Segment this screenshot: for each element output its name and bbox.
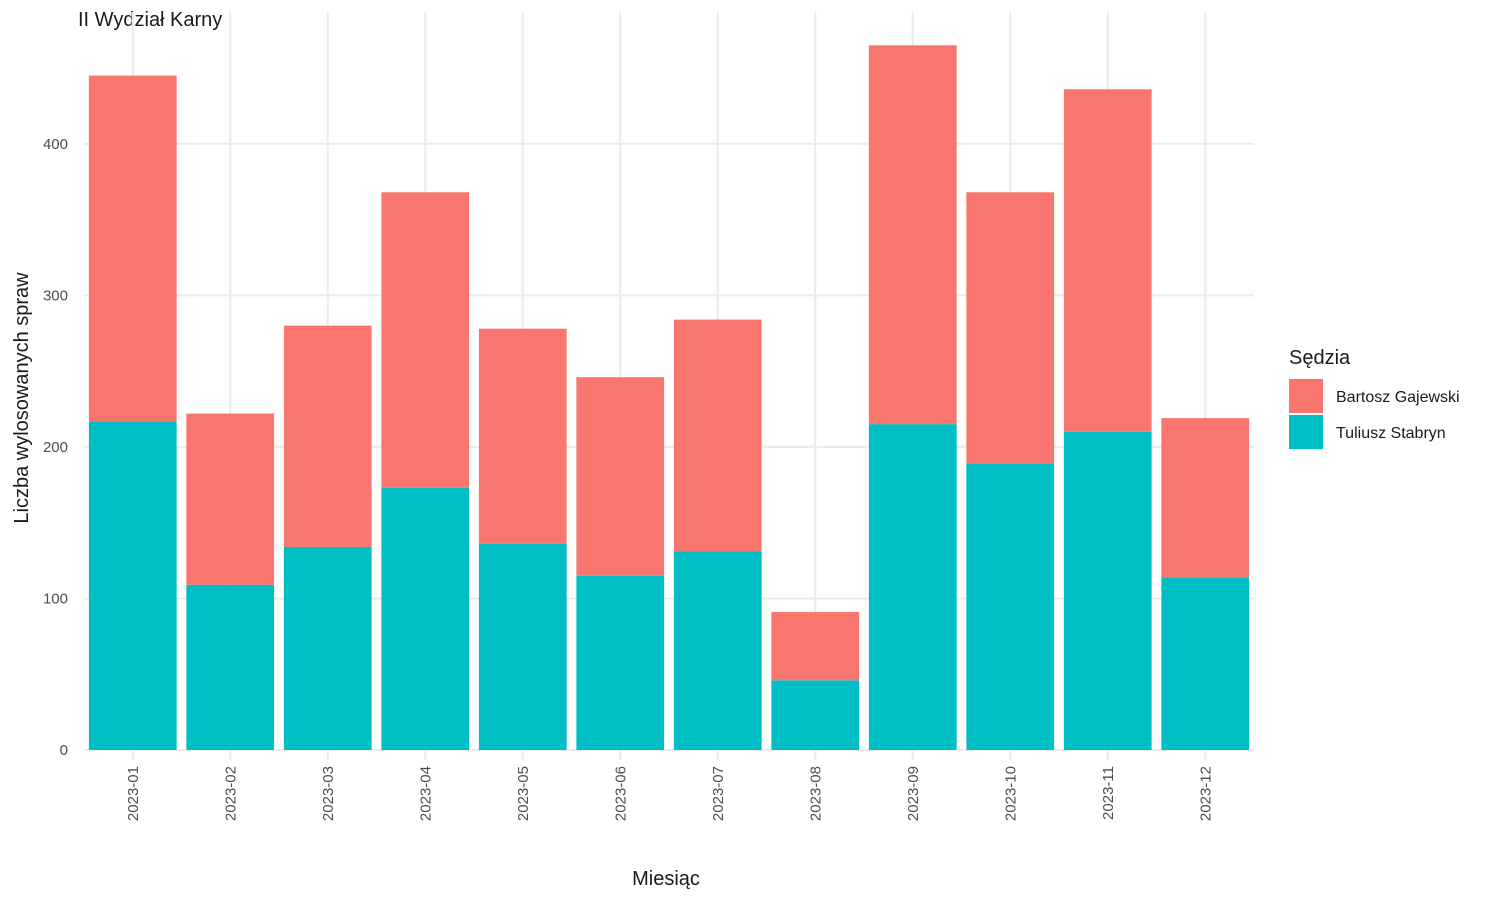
bar-segment [88,421,177,750]
bar-segment [1063,89,1152,432]
chart-title: II Wydział Karny [78,9,222,31]
bar-segment [576,575,665,750]
y-tick-label: 0 [60,742,68,759]
x-tick-label: 2023-10 [1002,766,1019,821]
bar-segment [966,192,1055,464]
bar-segment [868,45,957,425]
y-tick-label: 200 [43,439,68,456]
y-tick-label: 100 [43,590,68,607]
bar-segment [478,328,567,544]
bar-segment [1161,418,1250,578]
bar-segment [673,551,762,750]
x-tick-label: 2023-11 [1100,766,1117,820]
bar-segment [186,413,275,585]
y-tick-label: 400 [43,136,68,153]
bar-segment [478,543,567,750]
x-tick-label: 2023-03 [320,766,337,821]
legend-label: Bartosz Gajewski [1336,389,1460,406]
bar-segment [771,612,860,681]
legend-title: Sędzia [1289,347,1351,369]
y-axis-title: Liczba wylosowanych spraw [11,272,33,524]
bar-segment [88,75,177,422]
legend-swatch [1289,415,1323,449]
bar-segment [966,463,1055,750]
legend-label: Tuliusz Stabryn [1336,425,1446,442]
legend-swatch [1289,379,1323,413]
bar-segment [186,584,275,750]
legend: Sędzia Bartosz Gajewski Tuliusz Stabryn [1289,347,1460,449]
bar-segment [283,325,372,547]
bar-segment [868,424,957,750]
x-tick-label: 2023-09 [905,766,922,821]
x-tick-label: 2023-07 [710,766,727,821]
bars [88,45,1250,750]
x-tick-label: 2023-12 [1197,766,1214,821]
x-axis-ticks: 2023-01 2023-02 2023-03 2023-04 2023-05 2023-… [125,766,1215,821]
x-tick-label: 2023-08 [807,766,824,821]
bar-segment [1063,431,1152,750]
x-tick-label: 2023-05 [515,766,532,821]
x-tick-label: 2023-01 [125,766,142,821]
x-tick-label: 2023-04 [417,766,434,821]
bar-segment [381,192,470,488]
y-axis-ticks: 0 100 200 300 400 [43,136,68,759]
bar-segment [1161,577,1250,750]
x-axis-title: Miesiąc [632,868,700,890]
bar-segment [381,487,470,750]
x-tick-label: 2023-02 [222,766,239,821]
x-tick-label: 2023-06 [612,766,629,821]
bar-segment [283,546,372,750]
bar-segment [771,680,860,750]
y-tick-label: 300 [43,287,68,304]
bar-segment [673,319,762,552]
bar-segment [576,377,665,576]
